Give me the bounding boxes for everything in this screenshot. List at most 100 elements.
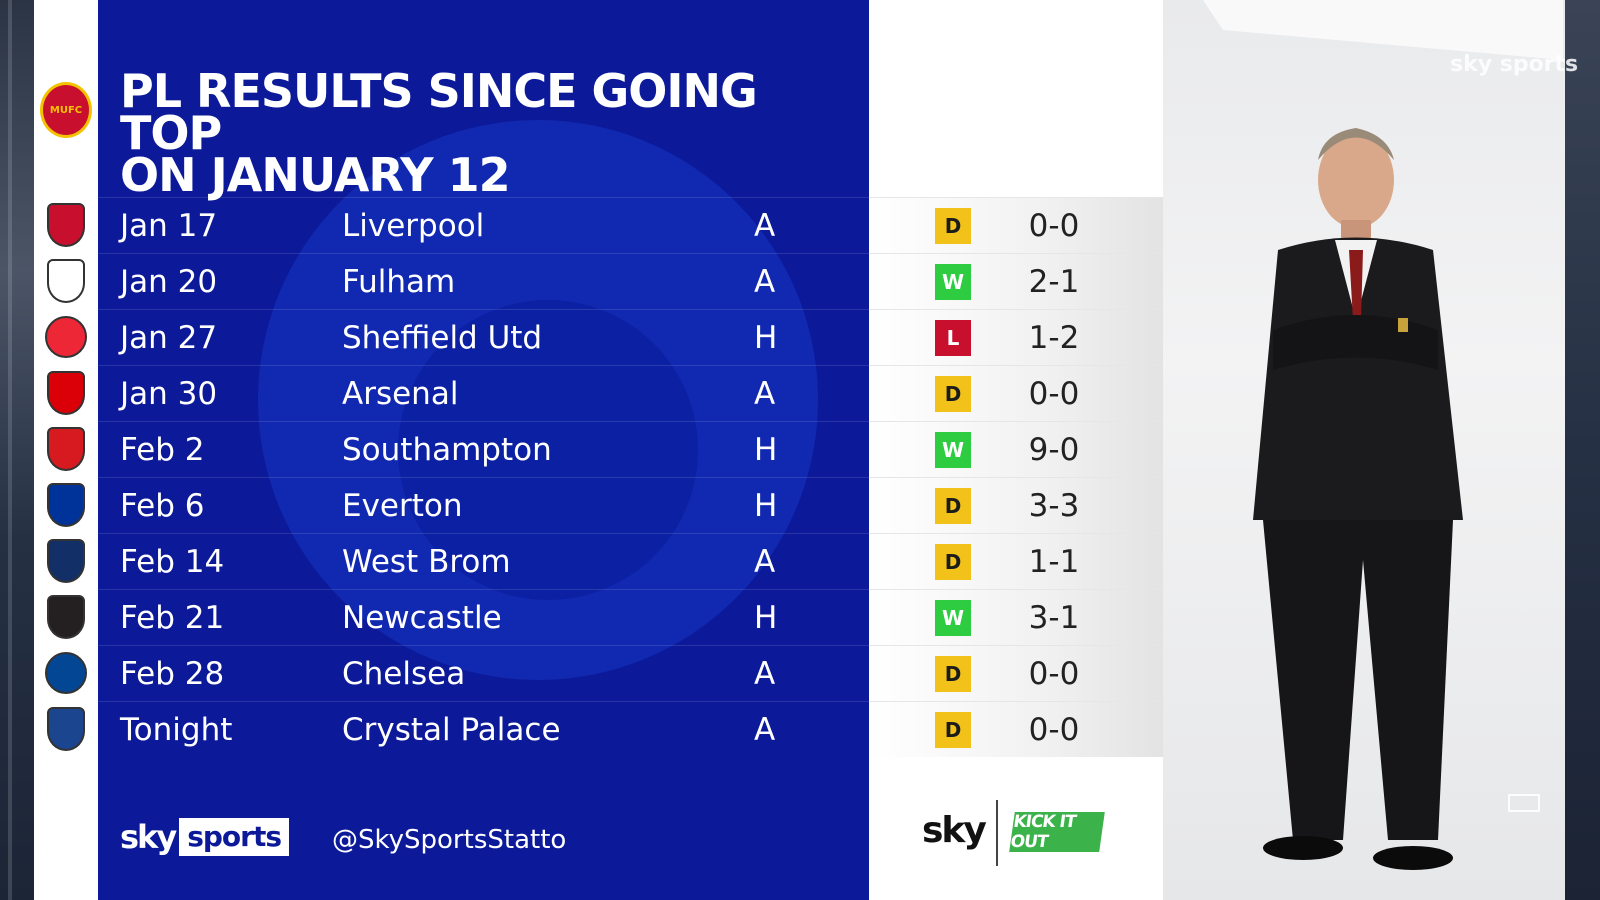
- table-row: Tonight Crystal Palace A D 0-0: [34, 701, 1163, 757]
- result-cell: L 1-2: [869, 309, 1163, 365]
- result-badge: D: [935, 376, 971, 412]
- result-badge: D: [935, 656, 971, 692]
- opponent-name: Sheffield Utd: [342, 320, 543, 356]
- table-row: Jan 20 Fulham A W 2-1: [34, 253, 1163, 309]
- fixture-cell: Feb 14 West Brom A: [98, 533, 869, 589]
- southampton-crest: [47, 427, 85, 471]
- stadium-background-right: [1565, 0, 1600, 900]
- result-cell: D 0-0: [869, 197, 1163, 253]
- west-brom-crest: [47, 539, 85, 583]
- match-score: 1-2: [1028, 320, 1080, 356]
- fixture-cell: Feb 6 Everton H: [98, 477, 869, 533]
- sky-sports-watermark: sky sports: [1450, 52, 1579, 77]
- title-line-2: ON JANUARY 12: [120, 148, 511, 202]
- venue: H: [754, 320, 778, 356]
- crystal-palace-crest: [47, 707, 85, 751]
- match-date: Feb 14: [120, 544, 225, 580]
- venue: A: [754, 264, 776, 300]
- venue: A: [754, 544, 776, 580]
- crest-cell: [34, 533, 98, 589]
- newcastle-crest: [47, 595, 85, 639]
- table-row: Feb 21 Newcastle H W 3-1: [34, 589, 1163, 645]
- sky-wordmark: sky: [120, 818, 177, 856]
- opponent-name: Newcastle: [342, 600, 502, 636]
- man-utd-crest-mark: MUFC: [49, 104, 83, 116]
- match-date: Tonight: [120, 712, 233, 748]
- result-badge: W: [935, 264, 971, 300]
- table-row: Feb 28 Chelsea A D 0-0: [34, 645, 1163, 701]
- match-score: 0-0: [1028, 656, 1080, 692]
- sky-sports-logo: sky sports: [120, 818, 289, 856]
- match-date: Feb 21: [120, 600, 225, 636]
- match-date: Feb 28: [120, 656, 225, 692]
- result-cell: D 1-1: [869, 533, 1163, 589]
- match-score: 2-1: [1028, 264, 1080, 300]
- result-cell: D 0-0: [869, 645, 1163, 701]
- opponent-name: Crystal Palace: [342, 712, 561, 748]
- pl-lion-watermark-inner: [398, 300, 698, 600]
- crest-cell: [34, 701, 98, 757]
- crest-cell: [34, 253, 98, 309]
- overlay-rectangle-icon: [1508, 794, 1540, 812]
- match-date: Feb 6: [120, 488, 205, 524]
- result-cell: W 2-1: [869, 253, 1163, 309]
- match-score: 1-1: [1028, 544, 1080, 580]
- match-date: Jan 20: [120, 264, 218, 300]
- opponent-name: Southampton: [342, 432, 552, 468]
- match-score: 9-0: [1028, 432, 1080, 468]
- result-badge: L: [935, 320, 971, 356]
- result-badge: D: [935, 712, 971, 748]
- result-cell: D 0-0: [869, 701, 1163, 757]
- venue: A: [754, 208, 776, 244]
- table-row: Feb 14 West Brom A D 1-1: [34, 533, 1163, 589]
- results-panel: [98, 0, 869, 900]
- manager-figure: [1203, 0, 1563, 870]
- match-score: 0-0: [1028, 712, 1080, 748]
- fixture-cell: Tonight Crystal Palace A: [98, 701, 869, 757]
- result-cell: W 9-0: [869, 421, 1163, 477]
- sports-wordmark: sports: [179, 818, 289, 856]
- twitter-handle: @SkySportsStatto: [332, 825, 567, 855]
- venue: A: [754, 656, 776, 692]
- venue: H: [754, 600, 778, 636]
- fixture-cell: Jan 20 Fulham A: [98, 253, 869, 309]
- crest-cell: [34, 645, 98, 701]
- table-row: Jan 27 Sheffield Utd H L 1-2: [34, 309, 1163, 365]
- kick-it-out-text: KICK IT OUT: [1009, 812, 1077, 852]
- fixture-cell: Jan 17 Liverpool A: [98, 197, 869, 253]
- everton-crest: [47, 483, 85, 527]
- table-row: Jan 30 Arsenal A D 0-0: [34, 365, 1163, 421]
- table-row: Feb 6 Everton H D 3-3: [34, 477, 1163, 533]
- venue: A: [754, 376, 776, 412]
- opponent-name: West Brom: [342, 544, 511, 580]
- crest-cell: [34, 477, 98, 533]
- venue: A: [754, 712, 776, 748]
- page-title: PL RESULTS SINCE GOING TOP ON JANUARY 12: [120, 68, 860, 202]
- match-date: Jan 27: [120, 320, 218, 356]
- table-row: Jan 17 Liverpool A D 0-0: [34, 197, 1163, 253]
- liverpool-crest: [47, 203, 85, 247]
- match-score: 3-1: [1028, 600, 1080, 636]
- fixture-cell: Feb 28 Chelsea A: [98, 645, 869, 701]
- result-badge: D: [935, 544, 971, 580]
- crest-cell: [34, 421, 98, 477]
- venue: H: [754, 488, 778, 524]
- crest-cell: [34, 309, 98, 365]
- table-row: Feb 2 Southampton H W 9-0: [34, 421, 1163, 477]
- man-utd-crest: MUFC: [40, 82, 92, 138]
- kick-it-out-logo: KICK IT OUT: [1009, 812, 1105, 852]
- sky-logo: sky: [922, 810, 987, 851]
- crest-cell: [34, 589, 98, 645]
- fulham-crest: [47, 259, 85, 303]
- match-score: 3-3: [1028, 488, 1080, 524]
- match-score: 0-0: [1028, 376, 1080, 412]
- fixture-cell: Feb 2 Southampton H: [98, 421, 869, 477]
- crest-cell: [34, 365, 98, 421]
- fixture-cell: Jan 30 Arsenal A: [98, 365, 869, 421]
- result-cell: D 3-3: [869, 477, 1163, 533]
- opponent-name: Arsenal: [342, 376, 459, 412]
- fixture-cell: Feb 21 Newcastle H: [98, 589, 869, 645]
- opponent-name: Everton: [342, 488, 463, 524]
- result-badge: D: [935, 488, 971, 524]
- opponent-name: Liverpool: [342, 208, 485, 244]
